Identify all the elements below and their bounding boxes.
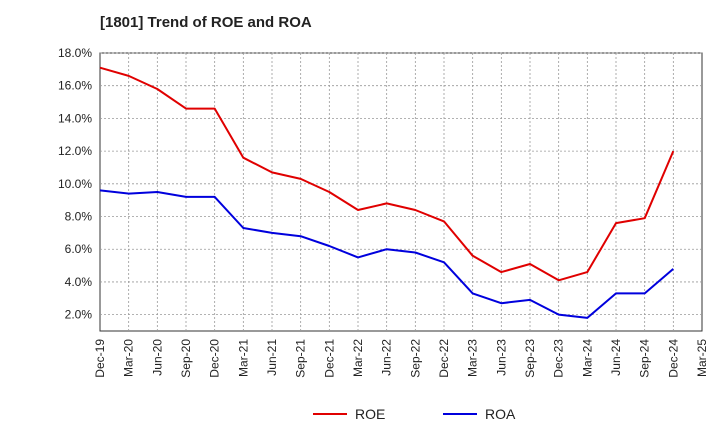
plot-area [99,52,703,332]
x-tick-label: Dec-19 [93,339,107,378]
y-tick-label: 16.0% [58,79,92,93]
y-tick-label: 8.0% [65,210,93,224]
x-tick-label: Jun-23 [494,339,508,376]
x-tick-label: Dec-21 [322,339,336,378]
y-tick-label: 12.0% [58,144,92,158]
y-tick-label: 4.0% [65,275,93,289]
legend-label-roa: ROA [485,406,516,422]
x-tick-label: Sep-21 [294,339,308,378]
x-tick-label: Sep-22 [408,339,422,378]
series-line-roa [99,189,674,319]
y-tick-label: 10.0% [58,177,92,191]
x-tick-label: Dec-20 [208,339,222,378]
y-tick-label: 6.0% [65,242,93,256]
x-tick-label: Sep-20 [179,339,193,378]
x-tick-label: Mar-24 [580,339,594,377]
chart-title: [1801] Trend of ROE and ROA [100,14,312,31]
x-tick-label: Mar-22 [351,339,365,377]
x-tick-label: Mar-23 [466,339,480,377]
x-tick-label: Mar-21 [236,339,250,377]
y-tick-label: 2.0% [65,308,93,322]
x-tick-label: Mar-25 [695,339,709,377]
x-tick-label: Jun-21 [265,339,279,376]
legend-label-roe: ROE [355,406,385,422]
x-tick-label: Jun-22 [380,339,394,376]
y-tick-label: 18.0% [58,46,92,60]
x-tick-label: Sep-23 [523,339,537,378]
x-tick-label: Jun-20 [150,339,164,376]
x-tick-label: Dec-22 [437,339,451,378]
x-tick-label: Mar-20 [122,339,136,377]
y-tick-label: 14.0% [58,111,92,125]
x-tick-label: Sep-24 [638,339,652,378]
x-tick-label: Dec-24 [666,339,680,378]
x-tick-label: Jun-24 [609,339,623,376]
series-line-roe [99,66,675,282]
x-tick-label: Dec-23 [552,339,566,378]
